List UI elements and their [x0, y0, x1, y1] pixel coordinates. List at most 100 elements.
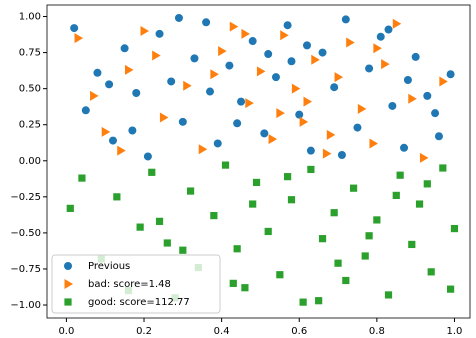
point: [284, 173, 292, 181]
point: [280, 30, 289, 41]
point: [361, 252, 369, 260]
point: [101, 126, 111, 137]
point: [183, 80, 192, 91]
point: [337, 151, 346, 160]
point: [93, 68, 102, 77]
point: [349, 184, 358, 192]
point: [330, 209, 338, 217]
point: [446, 285, 455, 293]
point: [74, 33, 84, 44]
point: [237, 97, 246, 106]
point: [318, 235, 327, 243]
point: [90, 90, 99, 101]
point: [318, 48, 327, 57]
point: [198, 144, 208, 155]
x-tick-label: 0.8: [369, 326, 385, 337]
point: [295, 110, 304, 119]
point: [108, 136, 117, 145]
point: [276, 108, 285, 119]
point: [376, 32, 385, 41]
point: [128, 126, 137, 135]
legend-marker: [64, 298, 72, 306]
point: [384, 25, 393, 34]
point: [218, 46, 227, 57]
point: [179, 246, 187, 254]
point: [299, 116, 309, 127]
point: [140, 25, 150, 36]
point: [66, 204, 74, 212]
point: [388, 101, 397, 110]
point: [229, 279, 237, 287]
point: [186, 187, 195, 195]
point: [439, 164, 447, 172]
y-tick-label: −1.00: [10, 300, 41, 311]
point: [396, 171, 404, 179]
point: [136, 223, 144, 231]
point: [403, 76, 412, 85]
point: [381, 59, 390, 70]
point: [120, 44, 129, 53]
point: [210, 211, 218, 220]
point: [159, 112, 169, 123]
point: [245, 98, 254, 109]
point: [450, 224, 459, 233]
y-tick-label: 0.50: [19, 84, 41, 95]
point: [132, 88, 141, 97]
point: [392, 18, 402, 29]
point: [303, 96, 313, 107]
x-tick-label: 0.2: [136, 326, 152, 337]
point: [291, 83, 301, 94]
legend: Previous bad: score=1.48 good: score=112.7…: [51, 254, 221, 314]
point: [346, 37, 355, 48]
point: [174, 13, 183, 22]
point: [373, 216, 381, 224]
point: [306, 146, 315, 155]
point: [213, 139, 222, 148]
point: [143, 152, 152, 161]
y-tick-label: −0.50: [10, 228, 41, 239]
point: [434, 132, 443, 141]
point: [311, 54, 320, 65]
x-tick-label: 0.4: [214, 326, 230, 337]
point: [287, 57, 296, 66]
y-tick-label: −0.75: [10, 264, 41, 275]
point: [190, 54, 199, 63]
point: [446, 70, 455, 79]
point: [419, 152, 429, 163]
point: [326, 129, 336, 140]
point: [202, 18, 211, 27]
point: [70, 24, 79, 33]
point: [163, 239, 171, 247]
point: [341, 15, 350, 24]
point: [357, 103, 367, 114]
point: [117, 145, 126, 156]
point: [365, 64, 374, 73]
point: [283, 21, 292, 30]
point: [81, 106, 90, 115]
point: [205, 87, 214, 96]
point: [252, 178, 261, 187]
point: [221, 161, 230, 169]
point: [431, 109, 440, 118]
point: [400, 143, 409, 152]
y-tick-label: 0.00: [19, 156, 41, 167]
point: [353, 123, 362, 132]
point: [334, 72, 344, 83]
plot-frame: [46, 4, 471, 319]
x-tick-label: 1.0: [447, 326, 463, 337]
point: [152, 50, 161, 61]
point: [241, 284, 249, 292]
point: [124, 64, 134, 75]
point: [411, 52, 420, 61]
point: [233, 245, 241, 253]
point: [210, 69, 219, 80]
legend-label: Previous: [88, 261, 130, 272]
point: [113, 193, 121, 201]
point: [256, 66, 266, 77]
point: [264, 50, 273, 59]
legend-box: [51, 254, 221, 314]
y-tick-label: 1.00: [19, 12, 41, 23]
point: [264, 227, 272, 236]
y-tick-label: −0.25: [10, 192, 41, 203]
